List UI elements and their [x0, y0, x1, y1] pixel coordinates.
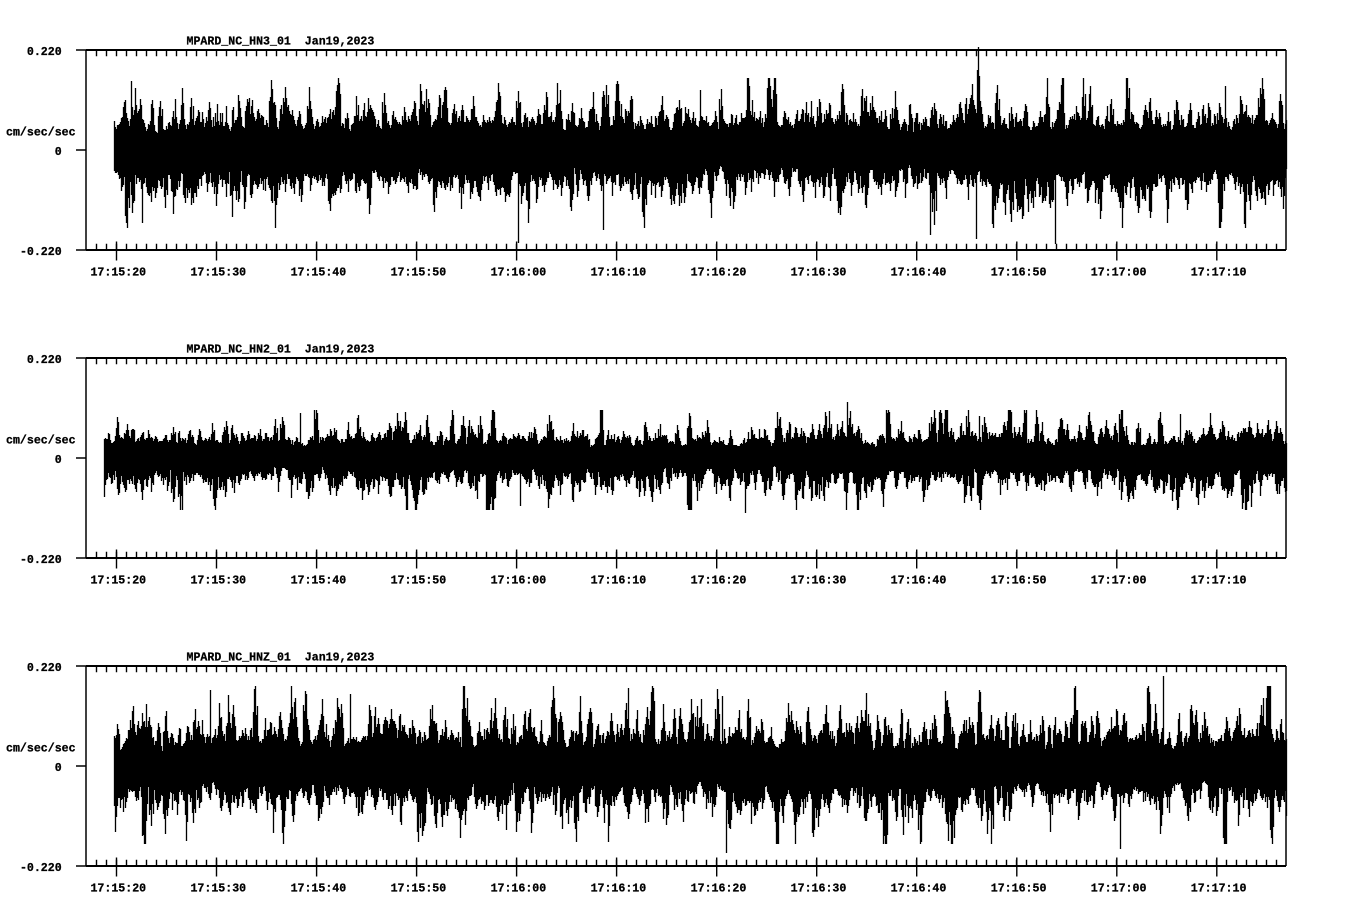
svg-text:0.220: 0.220	[27, 354, 62, 367]
svg-text:-0.220: -0.220	[20, 246, 62, 259]
svg-text:17:16:40: 17:16:40	[891, 266, 947, 279]
svg-text:17:17:00: 17:17:00	[1091, 574, 1147, 587]
svg-text:17:16:40: 17:16:40	[891, 882, 947, 895]
svg-text:cm/sec/sec: cm/sec/sec	[6, 434, 76, 447]
svg-text:-0.220: -0.220	[20, 862, 62, 875]
svg-text:17:16:20: 17:16:20	[691, 574, 747, 587]
svg-text:17:17:10: 17:17:10	[1191, 266, 1247, 279]
svg-text:17:16:20: 17:16:20	[691, 266, 747, 279]
svg-text:17:15:30: 17:15:30	[190, 574, 246, 587]
svg-text:MPARD_NC_HNZ_01 Jan19,2023: MPARD_NC_HNZ_01 Jan19,2023	[187, 651, 375, 664]
svg-text:17:16:10: 17:16:10	[591, 882, 647, 895]
svg-text:17:16:30: 17:16:30	[791, 266, 847, 279]
svg-text:17:15:30: 17:15:30	[190, 882, 246, 895]
svg-text:MPARD_NC_HN2_01 Jan19,2023: MPARD_NC_HN2_01 Jan19,2023	[187, 343, 375, 356]
svg-text:17:16:20: 17:16:20	[691, 882, 747, 895]
svg-text:0.220: 0.220	[27, 46, 62, 59]
svg-text:17:17:10: 17:17:10	[1191, 574, 1247, 587]
svg-text:17:17:00: 17:17:00	[1091, 266, 1147, 279]
svg-text:0: 0	[55, 146, 62, 159]
svg-text:17:16:00: 17:16:00	[491, 882, 547, 895]
svg-text:17:15:20: 17:15:20	[90, 882, 146, 895]
svg-text:17:15:40: 17:15:40	[291, 266, 347, 279]
svg-text:0: 0	[55, 762, 62, 775]
svg-text:17:17:10: 17:17:10	[1191, 882, 1247, 895]
svg-text:17:16:50: 17:16:50	[991, 574, 1047, 587]
svg-text:17:15:40: 17:15:40	[291, 574, 347, 587]
svg-text:17:16:30: 17:16:30	[791, 882, 847, 895]
svg-text:17:16:10: 17:16:10	[591, 266, 647, 279]
svg-text:17:15:30: 17:15:30	[190, 266, 246, 279]
svg-text:17:15:50: 17:15:50	[391, 882, 447, 895]
svg-text:17:16:50: 17:16:50	[991, 882, 1047, 895]
svg-text:17:16:30: 17:16:30	[791, 574, 847, 587]
svg-text:17:16:40: 17:16:40	[891, 574, 947, 587]
svg-text:17:15:50: 17:15:50	[391, 574, 447, 587]
svg-text:cm/sec/sec: cm/sec/sec	[6, 742, 76, 755]
svg-text:17:16:00: 17:16:00	[491, 574, 547, 587]
svg-text:17:15:50: 17:15:50	[391, 266, 447, 279]
svg-text:cm/sec/sec: cm/sec/sec	[6, 126, 76, 139]
svg-text:17:16:10: 17:16:10	[591, 574, 647, 587]
svg-text:17:16:00: 17:16:00	[491, 266, 547, 279]
svg-text:17:15:20: 17:15:20	[90, 574, 146, 587]
svg-text:0: 0	[55, 454, 62, 467]
svg-text:MPARD_NC_HN3_01 Jan19,2023: MPARD_NC_HN3_01 Jan19,2023	[187, 35, 375, 48]
svg-text:17:17:00: 17:17:00	[1091, 882, 1147, 895]
svg-text:17:15:40: 17:15:40	[291, 882, 347, 895]
svg-text:17:16:50: 17:16:50	[991, 266, 1047, 279]
svg-text:0.220: 0.220	[27, 662, 62, 675]
svg-text:-0.220: -0.220	[20, 554, 62, 567]
svg-text:17:15:20: 17:15:20	[90, 266, 146, 279]
